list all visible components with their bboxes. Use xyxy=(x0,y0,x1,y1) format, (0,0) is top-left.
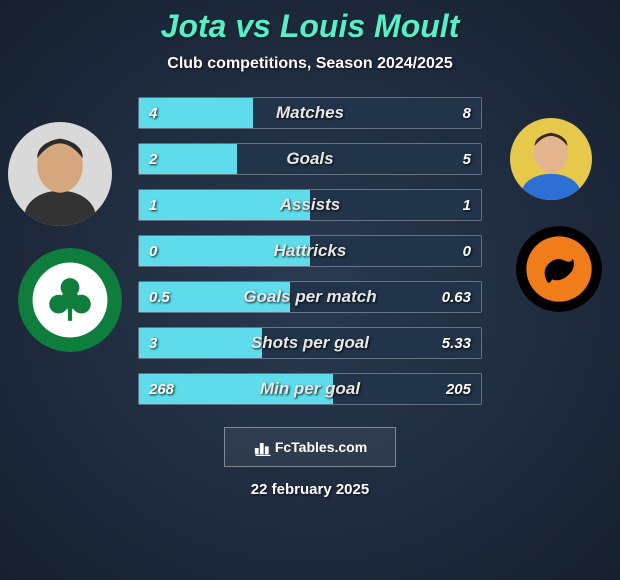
brand-logo: FcTables.com xyxy=(224,427,396,467)
stat-label: Assists xyxy=(139,195,481,215)
avatar-left-svg xyxy=(8,122,112,226)
footer-date: 22 february 2025 xyxy=(251,481,369,498)
page-title: Jota vs Louis Moult xyxy=(161,8,460,45)
stat-label: Shots per goal xyxy=(139,333,481,353)
stat-label: Min per goal xyxy=(139,379,481,399)
stat-label: Matches xyxy=(139,103,481,123)
crest-left-svg xyxy=(18,248,122,352)
stat-label: Goals per match xyxy=(139,287,481,307)
crest-right-svg xyxy=(516,226,602,312)
stat-row: 35.33Shots per goal xyxy=(138,327,482,359)
stat-label: Hattricks xyxy=(139,241,481,261)
stat-row: 0.50.63Goals per match xyxy=(138,281,482,313)
stat-row: 48Matches xyxy=(138,97,482,129)
player-left-avatar xyxy=(8,122,112,226)
stat-label: Goals xyxy=(139,149,481,169)
avatar-right-svg xyxy=(510,118,592,200)
comparison-card: Jota vs Louis Moult Club competitions, S… xyxy=(0,0,620,580)
club-right-crest xyxy=(516,226,602,312)
page-subtitle: Club competitions, Season 2024/2025 xyxy=(167,55,452,73)
stat-row: 268205Min per goal xyxy=(138,373,482,405)
chart-icon xyxy=(253,437,273,457)
stat-row: 11Assists xyxy=(138,189,482,221)
stats-bars: 48Matches 25Goals 11Assists 00Hattricks 0.50… xyxy=(138,97,482,405)
player-right-avatar xyxy=(510,118,592,200)
club-left-crest xyxy=(18,248,122,352)
stat-row: 00Hattricks xyxy=(138,235,482,267)
brand-text: FcTables.com xyxy=(275,439,367,455)
stat-row: 25Goals xyxy=(138,143,482,175)
